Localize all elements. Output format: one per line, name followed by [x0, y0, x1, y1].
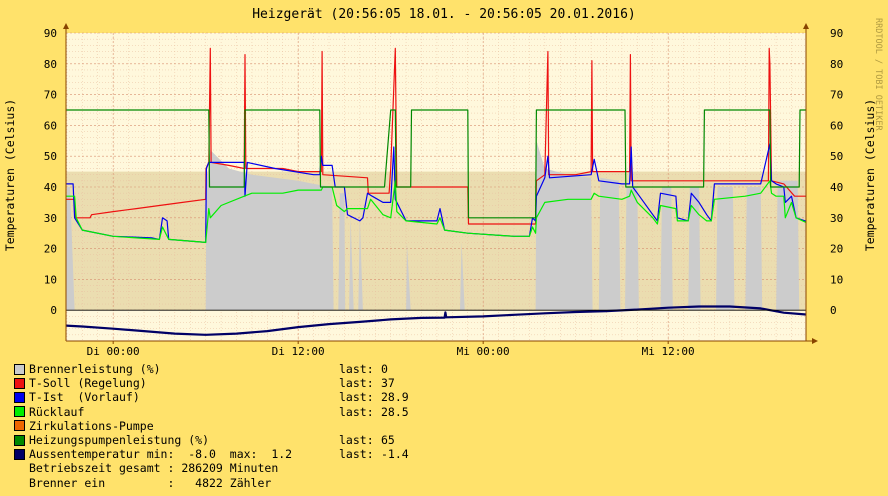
stat-betriebszeit: Betriebszeit gesamt : 286209 Minuten: [29, 461, 279, 476]
legend-swatch-aussentemperatur: [14, 448, 25, 460]
y-tick-label-left: 30: [44, 212, 57, 225]
legend-item-t-ist-vorlauf: T-Ist (Vorlauf) last: 28.9: [14, 390, 409, 404]
x-tick-label: Mi 12:00: [642, 345, 695, 358]
y-tick-label-right: 70: [830, 89, 843, 102]
watermark: RRDTOOL / TOBI OETIKER: [873, 18, 883, 131]
chart-title: Heizgerät (20:56:05 18.01. - 20:56:05 20…: [252, 7, 636, 22]
legend-label: Rücklauf: [29, 404, 85, 419]
legend-swatch-r-cklauf: [14, 406, 25, 418]
y-tick-label-left: 80: [44, 58, 57, 71]
series-line-aussentemperatur: [65, 305, 807, 336]
y-tick-label-left: 50: [44, 150, 57, 163]
legend-last-value: 0: [381, 362, 388, 376]
aussentemperatur-minmax: Aussentemperatur min: -8.0 max: 1.2: [29, 447, 293, 462]
legend-last-value: 28.9: [381, 390, 409, 405]
y-tick-label-right: 60: [830, 119, 843, 132]
series-line-heizungspumpenleistung: [66, 109, 806, 219]
y-axis-arrow-right: [803, 23, 809, 29]
y-tick-label-left: 20: [44, 243, 57, 256]
y-tick-label-right: 30: [830, 212, 843, 225]
legend-label: Brennerleistung (%): [29, 362, 161, 376]
x-tick-label: Mi 00:00: [457, 345, 510, 358]
legend: Brennerleistung (%) last: 0 T-Soll (Regelun…: [14, 362, 409, 490]
legend-last-value: 37: [381, 376, 395, 391]
legend-item-aussentemperatur: Aussentemperatur min: -8.0 max: 1.2 last…: [14, 447, 409, 461]
legend-last-label: last:: [339, 447, 374, 462]
legend-item-heizungspumpenleistung: Heizungspumpenleistung (%) last: 65: [14, 433, 409, 447]
y-axis-label-left: Temperaturen (Celsius): [3, 99, 17, 251]
legend-item-zirkulations-pumpe: Zirkulations-Pumpe: [14, 419, 409, 433]
legend-last-label: last:: [339, 390, 374, 405]
y-tick-label-left: 60: [44, 119, 57, 132]
y-tick-label-left: 0: [50, 304, 57, 317]
legend-label: T-Soll (Regelung): [29, 376, 147, 391]
legend-swatch-zirkulations-pumpe: [14, 420, 25, 432]
y-tick-label-left: 90: [44, 27, 57, 40]
y-tick-label-left: 40: [44, 181, 57, 194]
y-axis-label-right: Temperaturen (Celsius): [863, 99, 877, 251]
plot-area: 0 0 10 10 20 20 30 30 40 40 50 50 60 60 70 70 80 80 90 90 Di…: [44, 23, 843, 358]
legend-item-r-cklauf: Rücklauf last: 28.5: [14, 405, 409, 419]
legend-last-label: last:: [339, 432, 374, 447]
aussentemperatur-last: -1.4: [381, 447, 409, 462]
y-tick-label-right: 0: [830, 304, 837, 317]
legend-label: T-Ist (Vorlauf): [29, 390, 140, 405]
y-tick-label-left: 70: [44, 89, 57, 102]
legend-item-t-soll-regelung: T-Soll (Regelung) last: 37: [14, 376, 409, 390]
x-tick-label: Di 00:00: [87, 345, 140, 358]
legend-label: Zirkulations-Pumpe: [29, 418, 154, 433]
series-line-t-soll-regelung: [66, 47, 806, 225]
legend-last-value: 65: [381, 432, 395, 447]
y-tick-label-right: 10: [830, 273, 843, 286]
y-tick-label-right: 40: [830, 181, 843, 194]
legend-last-value: 28.5: [381, 404, 409, 419]
y-tick-label-right: 20: [830, 243, 843, 256]
legend-last-label: last:: [339, 404, 374, 419]
legend-item-brennerleistung: Brennerleistung (%) last: 0: [14, 362, 409, 376]
legend-series: Brennerleistung (%) last: 0 T-Soll (Regelun…: [14, 362, 409, 447]
y-tick-label-right: 50: [830, 150, 843, 163]
y-tick-label-right: 80: [830, 58, 843, 71]
y-tick-label-left: 10: [44, 273, 57, 286]
x-axis-arrow: [812, 338, 818, 344]
series-line-r-cklauf: [66, 180, 807, 243]
y-tick-label-right: 90: [830, 27, 843, 40]
series-area-brennerleistung: [66, 140, 806, 311]
legend-swatch-t-soll-regelung: [14, 377, 25, 389]
stat-brenner-ein: Brenner ein : 4822 Zähler: [29, 475, 272, 490]
chart-svg: Heizgerät (20:56:05 18.01. - 20:56:05 20…: [3, 7, 883, 358]
legend-last-label: last:: [339, 362, 374, 376]
legend-swatch-t-ist-vorlauf: [14, 391, 25, 403]
legend-label: Heizungspumpenleistung (%): [29, 432, 210, 447]
legend-last-label: last:: [339, 376, 374, 391]
legend-swatch-brennerleistung: [14, 363, 25, 375]
legend-swatch-heizungspumpenleistung: [14, 434, 25, 446]
y-axis-arrow-left: [63, 23, 69, 29]
x-tick-label: Di 12:00: [272, 345, 325, 358]
